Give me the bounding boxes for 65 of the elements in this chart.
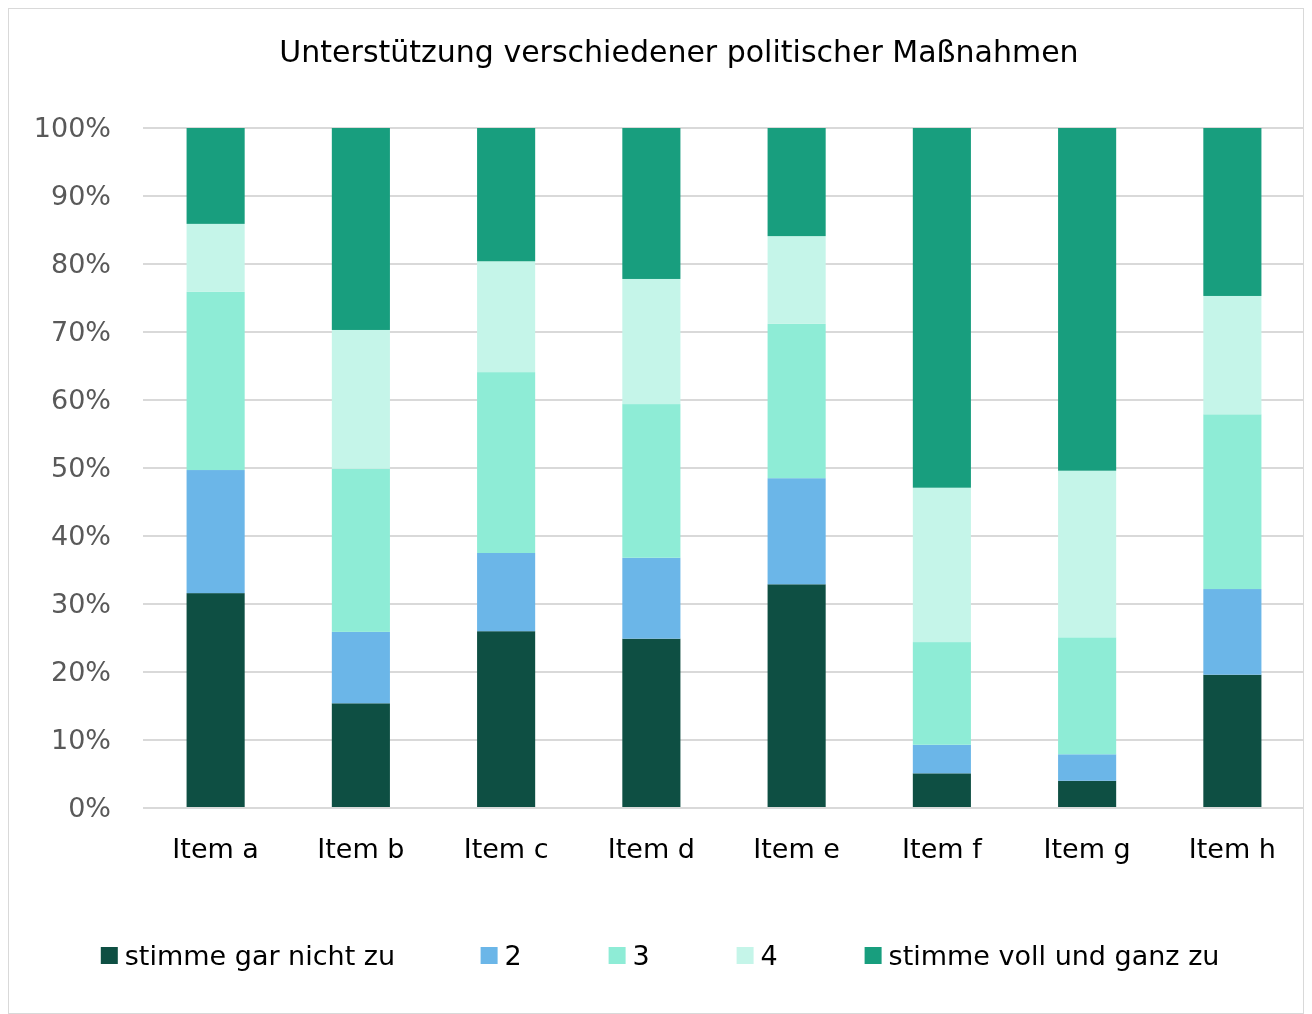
x-tick-label: Item h [1188,833,1276,864]
y-tick-label: 60% [50,384,111,416]
y-tick-label: 70% [50,316,111,348]
bar [1203,589,1262,675]
bar [186,593,245,808]
y-tick-label: 50% [50,452,111,484]
bar [331,128,390,330]
legend-label: 3 [632,940,650,972]
bar [767,128,826,237]
bar [186,470,245,594]
bar [477,631,536,808]
x-tick-label: Item g [1043,833,1131,864]
bar [1058,754,1117,781]
bar [186,291,245,471]
bar [1058,128,1117,471]
bar [331,468,390,632]
bar [331,329,390,469]
bar [1203,295,1262,415]
bar [767,478,826,585]
bar [767,584,826,808]
bar [767,236,826,324]
x-tick-label: Item a [172,833,259,864]
bar [912,744,971,774]
bar [912,642,971,745]
bar [477,553,536,632]
legend-label: 2 [504,940,522,972]
bar [477,261,536,373]
x-tick-label: Item b [317,833,405,864]
bar [622,404,681,558]
x-tick-label: Item e [753,833,840,864]
y-tick-label: 30% [50,588,111,620]
bar [1058,780,1117,808]
bar [912,487,971,643]
bar [912,773,971,808]
legend-label: stimme gar nicht zu [124,940,396,972]
y-tick-label: 0% [68,792,111,824]
bar [477,128,536,262]
bar [767,323,826,479]
y-tick-label: 100% [33,112,111,144]
legend-label: 4 [760,940,778,972]
bar [186,223,245,292]
bar [1203,674,1262,808]
chart-title: Unterstützung verschiedener politischer Maßnahmen [279,34,1079,69]
bar [1058,637,1117,755]
bar [331,703,390,808]
bar [1203,128,1262,296]
y-tick-label: 20% [50,656,111,688]
legend-label: stimme voll und ganz zu [888,940,1220,972]
x-tick-label: Item f [902,833,984,864]
bar [331,631,390,704]
bar [622,638,681,808]
bar [1058,470,1117,638]
bar [912,128,971,488]
x-tick-label: Item d [607,833,695,864]
bar [622,557,681,639]
y-tick-label: 80% [50,248,111,280]
y-tick-label: 40% [50,520,111,552]
x-tick-label: Item c [463,833,549,864]
bar [622,278,681,405]
y-tick-label: 10% [50,724,111,756]
y-tick-label: 90% [50,180,111,212]
bar [622,128,681,279]
bar [1203,414,1262,590]
bar [477,372,536,553]
bar [186,128,245,224]
